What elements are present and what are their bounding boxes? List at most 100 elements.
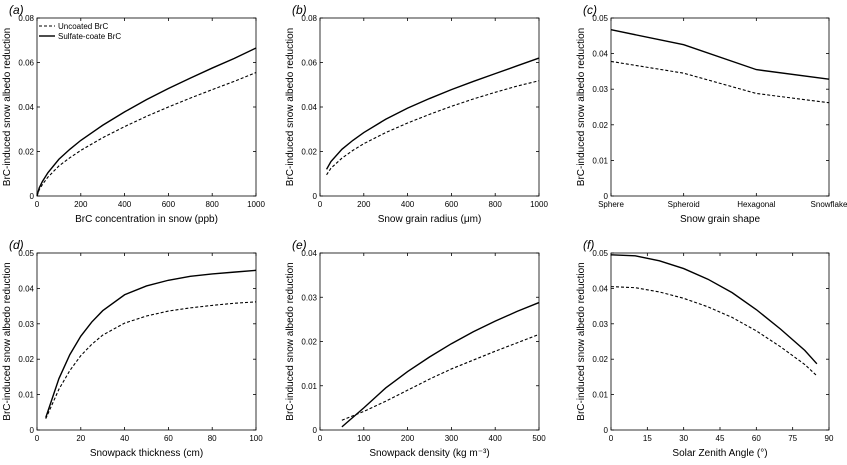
- x-tick-label: 60: [752, 434, 761, 443]
- y-tick-label: 0.02: [592, 355, 608, 364]
- panel-label: (b): [292, 3, 307, 17]
- series-line-uncoated-brc: [610, 286, 818, 377]
- panel-label: (d): [9, 238, 24, 252]
- series-line-uncoated-brc: [341, 333, 540, 421]
- x-tick-label: 1000: [530, 200, 548, 209]
- y-tick-label: 0.03: [18, 320, 34, 329]
- x-tick-label: 0: [318, 434, 323, 443]
- panel-label: (c): [583, 3, 597, 17]
- y-tick-label: 0: [313, 192, 318, 201]
- y-tick-label: 0.04: [592, 284, 608, 293]
- legend-entry: Uncoated BrC: [58, 22, 108, 31]
- y-axis-label: BrC-induced snow albedo reduction: [2, 28, 13, 186]
- x-tick-label: 500: [532, 434, 546, 443]
- x-tick-label: 300: [445, 434, 459, 443]
- series-line-sulfate-coated-brc: [45, 269, 257, 418]
- panel-c-axes-frame: [610, 17, 830, 197]
- series-line-uncoated-brc: [45, 301, 257, 419]
- series-line-sulfate-coated-brc: [36, 47, 257, 197]
- x-tick-label: 30: [679, 434, 688, 443]
- y-tick-label: 0.02: [301, 338, 317, 347]
- y-tick-label: 0.05: [592, 14, 608, 23]
- panel-f-axes-frame: [610, 252, 830, 431]
- y-tick-label: 0.04: [592, 50, 608, 59]
- y-tick-label: 0.01: [592, 156, 608, 165]
- x-tick-label: Spheroid: [668, 200, 700, 209]
- x-tick-label: 200: [74, 200, 88, 209]
- series-line-sulfate-coated-brc: [325, 57, 540, 170]
- y-tick-label: 0.02: [592, 121, 608, 130]
- panel-a: 0 0.02 0.04 0.06 0.08 0 200 400 600 800 1000 BrC co…: [2, 3, 265, 225]
- y-tick-label: 0: [30, 426, 35, 435]
- y-tick-label: 0.02: [18, 148, 34, 157]
- series-line-sulfate-coated-brc: [610, 254, 818, 365]
- y-tick-label: 0.04: [301, 103, 317, 112]
- x-tick-label: Sphere: [598, 200, 624, 209]
- x-axis-label: Solar Zenith Angle (°): [672, 448, 767, 459]
- panel-c: 0 0.01 0.02 0.03 0.04 0.05 Sphere Spheroid Hexag…: [576, 3, 847, 225]
- panel-d: 0 0.01 0.02 0.03 0.04 0.05 0 20 40 60 80 100 Snowpac…: [2, 238, 263, 459]
- x-tick-label: 600: [162, 200, 176, 209]
- y-axis-label: BrC-induced snow albedo reduction: [576, 28, 587, 186]
- panel-f: 0 0.01 0.02 0.03 0.04 0.05 0 15 30 45 60 75 90 Solar …: [576, 238, 834, 459]
- y-tick-label: 0.06: [18, 59, 34, 68]
- legend-entry: Sulfate-coate BrC: [58, 32, 121, 41]
- x-tick-label: 100: [357, 434, 371, 443]
- x-tick-label: 75: [788, 434, 797, 443]
- x-tick-label: 20: [76, 434, 85, 443]
- y-tick-label: 0.06: [301, 59, 317, 68]
- x-axis-label: Snow grain radius (μm): [378, 214, 482, 225]
- x-tick-label: Snowflake: [811, 200, 847, 209]
- x-tick-label: 40: [120, 434, 129, 443]
- y-tick-label: 0.04: [301, 249, 317, 258]
- x-tick-label: 45: [716, 434, 725, 443]
- x-tick-label: 600: [445, 200, 459, 209]
- panel-label: (f): [583, 238, 594, 252]
- y-tick-label: 0.03: [301, 293, 317, 302]
- y-axis-label: BrC-induced snow albedo reduction: [285, 262, 296, 420]
- series-line-sulfate-coated-brc: [610, 29, 830, 80]
- x-axis-label: Snowpack density (kg m⁻³): [369, 448, 489, 459]
- panel-e-axes-frame: [319, 252, 540, 431]
- x-tick-label: 800: [206, 200, 220, 209]
- series-line-uncoated-brc: [36, 72, 257, 197]
- y-tick-label: 0.01: [18, 391, 34, 400]
- y-axis-label: BrC-induced snow albedo reduction: [285, 28, 296, 186]
- x-tick-label: 400: [489, 434, 503, 443]
- x-axis-label: Snowpack thickness (cm): [90, 448, 203, 459]
- x-tick-label: 100: [249, 434, 263, 443]
- x-tick-label: 0: [35, 200, 40, 209]
- y-tick-label: 0: [604, 192, 609, 201]
- series-line-sulfate-coated-brc: [341, 301, 540, 428]
- x-axis-label: BrC concentration in snow (ppb): [75, 214, 218, 225]
- y-axis-label: BrC-induced snow albedo reduction: [576, 262, 587, 420]
- x-tick-label: 15: [643, 434, 652, 443]
- x-tick-label: 0: [609, 434, 614, 443]
- y-tick-label: 0.05: [592, 249, 608, 258]
- y-tick-label: 0.04: [18, 284, 34, 293]
- x-axis-label: Snow grain shape: [680, 214, 760, 225]
- y-tick-label: 0.01: [301, 382, 317, 391]
- panel-b-axes-frame: [319, 17, 540, 197]
- panel-label: (e): [292, 238, 307, 252]
- y-tick-label: 0: [604, 426, 609, 435]
- y-tick-label: 0.04: [18, 103, 34, 112]
- x-tick-label: 400: [401, 200, 415, 209]
- x-tick-label: 200: [357, 200, 371, 209]
- y-tick-label: 0.05: [18, 249, 34, 258]
- y-tick-label: 0.08: [301, 14, 317, 23]
- y-tick-label: 0.08: [18, 14, 34, 23]
- panel-a-axes-frame: [36, 17, 257, 197]
- panel-e: 0 0.01 0.02 0.03 0.04 0 100 200 300 400 500 Snowpac…: [285, 238, 546, 459]
- y-tick-label: 0: [313, 426, 318, 435]
- panel-b: 0 0.02 0.04 0.06 0.08 0 200 400 600 800 1000 Snow g…: [285, 3, 548, 225]
- y-tick-label: 0.03: [592, 320, 608, 329]
- x-tick-label: Hexagonal: [737, 200, 775, 209]
- series-line-uncoated-brc: [326, 80, 540, 176]
- x-tick-label: 800: [489, 200, 503, 209]
- y-tick-label: 0.03: [592, 85, 608, 94]
- panel-label: (a): [9, 3, 24, 17]
- x-tick-label: 60: [164, 434, 173, 443]
- series-line-uncoated-brc: [610, 60, 830, 104]
